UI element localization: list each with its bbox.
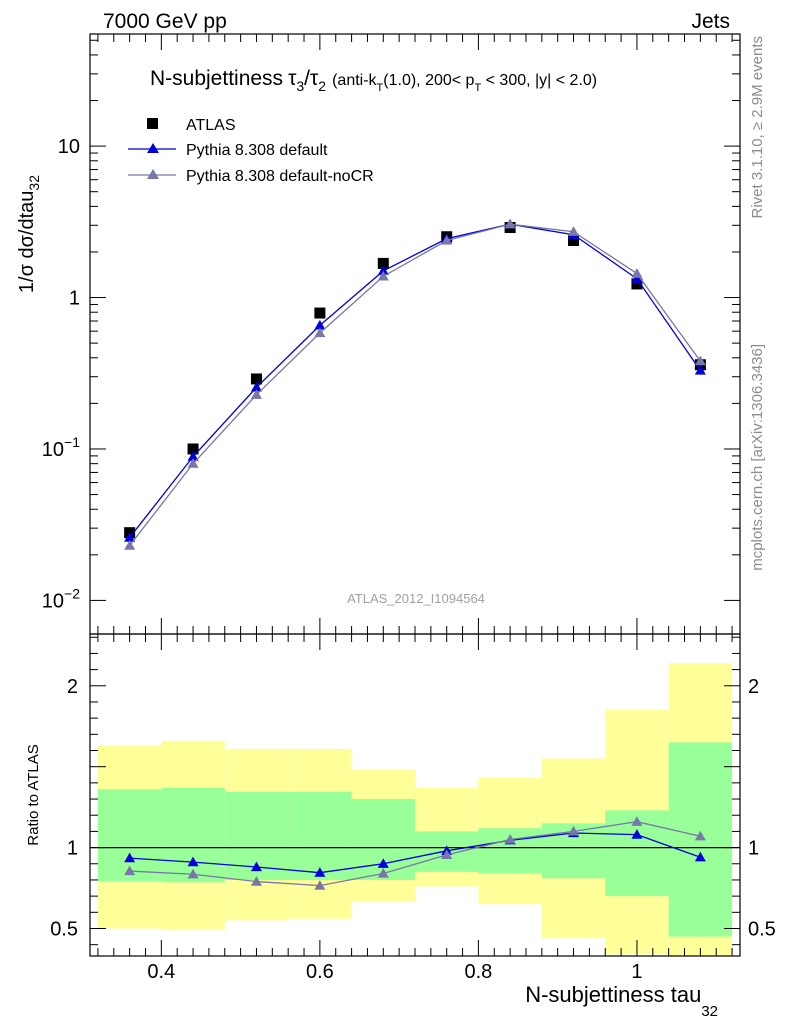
data-point-nocr xyxy=(631,268,643,278)
data-point-nocr xyxy=(187,458,199,468)
x-tick-label: 0.8 xyxy=(465,961,493,983)
rivet-version-label: Rivet 3.1.10, ≥ 2.9M events xyxy=(749,36,766,219)
main-panel-plot-area xyxy=(124,218,706,550)
main-y-axis-label: 1/σ dσ/dtau32 xyxy=(16,175,42,293)
ratio-y-tick-label-right: 1 xyxy=(748,838,759,860)
ratio-y-tick-label-left: 2 xyxy=(67,676,78,698)
data-point-nocr xyxy=(568,226,580,236)
ratio-point-nocr xyxy=(504,833,516,844)
ratio-line-nocr xyxy=(129,821,701,887)
data-point-atlas xyxy=(250,373,262,385)
ratio-point-nocr xyxy=(187,868,199,879)
data-point-nocr xyxy=(504,218,516,229)
main-y-tick-label: 10 xyxy=(58,136,80,158)
ratio-point-nocr xyxy=(441,849,453,859)
data-point-default xyxy=(124,532,136,542)
ratio-panel-plot-area xyxy=(90,816,740,890)
main-y-tick-label: 10−2 xyxy=(42,585,80,612)
data-point-nocr xyxy=(441,235,453,245)
main-y-tick-label: 1 xyxy=(69,288,80,310)
legend-marker-default xyxy=(147,143,159,153)
legend-label-atlas: ATLAS xyxy=(186,117,236,134)
band-inner-bin xyxy=(288,791,352,880)
ratio-point-default xyxy=(377,858,389,868)
data-point-nocr xyxy=(377,270,389,281)
ratio-point-nocr xyxy=(377,867,389,878)
x-tick-label: 0.6 xyxy=(306,961,334,983)
ratio-line-default xyxy=(129,832,701,874)
series-line-default xyxy=(129,223,701,538)
ratio-y-axis-label: Ratio to ATLAS xyxy=(25,744,42,845)
ratio-uncertainty-bands xyxy=(97,663,733,956)
data-point-atlas xyxy=(187,443,199,455)
ratio-point-nocr xyxy=(694,830,706,841)
main-y-tick-label: 10−1 xyxy=(42,434,80,461)
data-point-atlas xyxy=(377,257,389,269)
ratio-point-nocr xyxy=(314,880,326,890)
ratio-point-default xyxy=(187,856,199,867)
ratio-point-default xyxy=(694,851,706,862)
data-point-nocr xyxy=(124,540,136,550)
header-left: 7000 GeV pp xyxy=(103,10,227,33)
legend: ATLAS Pythia 8.308 default Pythia 8.308 … xyxy=(128,117,374,185)
data-point-default xyxy=(377,265,389,276)
x-tick-label: 0.4 xyxy=(147,961,175,983)
data-point-default xyxy=(250,381,262,392)
legend-marker-atlas xyxy=(147,118,158,129)
x-tick-label: 1 xyxy=(631,961,642,983)
ratio-point-default xyxy=(124,852,136,863)
data-point-nocr xyxy=(694,355,706,366)
legend-marker-nocr xyxy=(147,169,159,179)
ratio-y-tick-label-left: 0.5 xyxy=(50,918,78,940)
ratio-y-tick-label-left: 1 xyxy=(67,838,78,860)
axes: 10−2 10−1 1 10 0.5 0.5 1 1 2 2 0.4 0.6 0.8 1 xyxy=(42,33,776,983)
legend-label-nocr: Pythia 8.308 default-noCR xyxy=(186,168,374,185)
data-point-default xyxy=(631,273,643,283)
data-point-atlas xyxy=(314,307,326,319)
data-point-default xyxy=(314,319,326,330)
plot-title: N-subjettiness τ3/τ2 (anti-kT(1.0), 200< p… xyxy=(150,67,597,94)
ratio-y-tick-label-right: 0.5 xyxy=(748,918,776,940)
ratio-y-tick-label-right: 2 xyxy=(748,676,759,698)
ratio-point-nocr xyxy=(631,816,643,826)
data-point-nocr xyxy=(250,389,262,399)
data-point-atlas xyxy=(631,278,643,290)
ratio-point-default xyxy=(314,867,326,877)
legend-label-default: Pythia 8.308 default xyxy=(186,142,328,159)
x-axis-label: N-subjettiness tau32 xyxy=(525,982,718,1020)
ratio-point-default xyxy=(250,861,262,872)
ratio-point-nocr xyxy=(124,865,136,876)
ratio-point-default xyxy=(631,829,643,839)
mcplots-label: mcplots.cern.ch [arXiv:1306.3436] xyxy=(749,344,766,571)
series-line-nocr xyxy=(129,223,701,547)
data-point-default xyxy=(694,364,706,375)
ratio-point-nocr xyxy=(568,825,580,836)
data-point-nocr xyxy=(314,327,326,338)
ratio-point-nocr xyxy=(250,876,262,886)
data-point-default xyxy=(187,451,199,461)
analysis-id: ATLAS_2012_I1094564 xyxy=(347,591,485,606)
header-right: Jets xyxy=(691,10,730,33)
band-inner-bin xyxy=(161,787,225,883)
data-point-atlas xyxy=(568,235,580,247)
